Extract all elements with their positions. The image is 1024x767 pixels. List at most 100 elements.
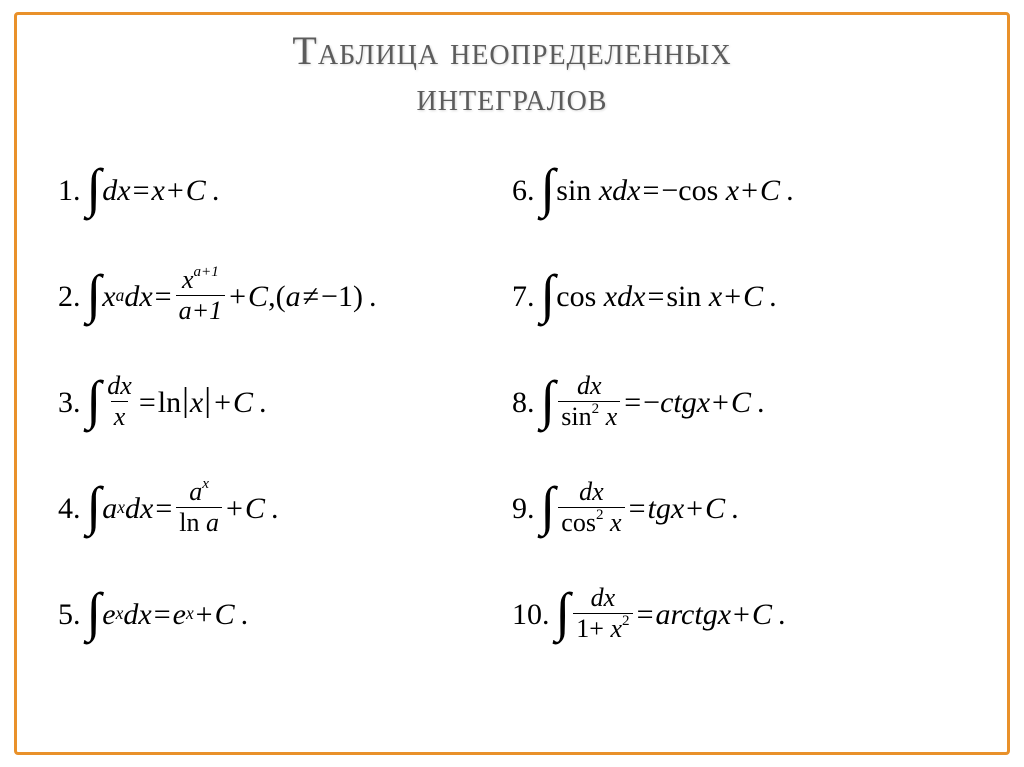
equals: = bbox=[642, 174, 659, 208]
equals: = bbox=[155, 492, 172, 526]
equals: = bbox=[154, 598, 171, 632]
tgx: tgx bbox=[647, 492, 684, 526]
right-column: 6. ∫ sin xdx = − cos x + C . 7. ∫ cos xd… bbox=[512, 138, 966, 668]
period: . bbox=[786, 174, 794, 208]
denominator: x bbox=[111, 401, 129, 430]
integral-sign: ∫ bbox=[541, 263, 556, 325]
base-e: e bbox=[102, 598, 115, 632]
formula-2: 2. ∫ xa dx = xa+1 a+1 + C, (a ≠ −1) . bbox=[58, 244, 512, 350]
plus: + bbox=[712, 386, 729, 420]
fraction: ax ln a bbox=[176, 479, 222, 536]
numerator: dx bbox=[104, 373, 135, 401]
fraction: dx cos2 x bbox=[558, 479, 624, 536]
cos: cos bbox=[678, 174, 718, 208]
plus: + bbox=[196, 598, 213, 632]
plus: + bbox=[167, 174, 184, 208]
denominator: sin2 x bbox=[558, 401, 620, 430]
formula-3: 3. ∫ dx x = ln|x| + C . bbox=[58, 350, 512, 456]
minus-one: −1 bbox=[321, 280, 353, 314]
const-c: C bbox=[760, 174, 780, 208]
formula-5: 5. ∫ ex dx = ex + C . bbox=[58, 562, 512, 668]
integral-sign: ∫ bbox=[87, 157, 102, 219]
formula-9: 9. ∫ dx cos2 x = tgx + C . bbox=[512, 456, 966, 562]
period: . bbox=[369, 280, 377, 314]
minus: − bbox=[643, 386, 660, 420]
const-c: C bbox=[731, 386, 751, 420]
numerator: dx bbox=[588, 585, 619, 613]
abs-bar: | bbox=[182, 382, 189, 420]
fraction: dx x bbox=[104, 373, 135, 430]
numerator: ax bbox=[186, 479, 212, 507]
const-c: C bbox=[248, 280, 268, 314]
xdx: xdx bbox=[604, 280, 646, 314]
equals: = bbox=[139, 386, 156, 420]
lparen: ( bbox=[276, 280, 286, 314]
formula-number: 9. bbox=[512, 492, 535, 526]
exp-x: x bbox=[186, 603, 194, 624]
period: . bbox=[778, 598, 786, 632]
formula-number: 2. bbox=[58, 280, 81, 314]
formula-number: 7. bbox=[512, 280, 535, 314]
dx: dx bbox=[124, 280, 152, 314]
neq: ≠ bbox=[303, 280, 319, 314]
xdx: xdx bbox=[599, 174, 641, 208]
denominator: 1+ x2 bbox=[573, 613, 632, 642]
integral-sign: ∫ bbox=[556, 581, 571, 643]
const-c: C bbox=[215, 598, 235, 632]
const-c: C bbox=[705, 492, 725, 526]
period: . bbox=[212, 174, 220, 208]
left-column: 1. ∫ dx = x + C . 2. ∫ xa dx = xa+1 a+1 … bbox=[58, 138, 512, 668]
formula-8: 8. ∫ dx sin2 x = −ctgx + C . bbox=[512, 350, 966, 456]
formula-7: 7. ∫ cos xdx = sin x + C . bbox=[512, 244, 966, 350]
integral-sign: ∫ bbox=[541, 157, 556, 219]
numerator: dx bbox=[574, 373, 605, 401]
exp-a: a bbox=[116, 285, 125, 306]
ln: ln bbox=[158, 386, 181, 420]
plus: + bbox=[733, 598, 750, 632]
integral-sign: ∫ bbox=[87, 475, 102, 537]
numerator: xa+1 bbox=[179, 267, 222, 295]
formula-number: 6. bbox=[512, 174, 535, 208]
formula-6: 6. ∫ sin xdx = − cos x + C . bbox=[512, 138, 966, 244]
formula-number: 1. bbox=[58, 174, 81, 208]
fraction: xa+1 a+1 bbox=[176, 267, 226, 324]
formula-columns: 1. ∫ dx = x + C . 2. ∫ xa dx = xa+1 a+1 … bbox=[40, 138, 984, 668]
equals: = bbox=[629, 492, 646, 526]
period: . bbox=[757, 386, 765, 420]
sin: sin bbox=[556, 174, 591, 208]
period: . bbox=[731, 492, 739, 526]
base-a: a bbox=[102, 492, 117, 526]
equals: = bbox=[637, 598, 654, 632]
base-e: e bbox=[173, 598, 186, 632]
exp-x: x bbox=[117, 497, 125, 518]
const-c: C bbox=[245, 492, 265, 526]
integral-sign: ∫ bbox=[87, 369, 102, 431]
var-x: x bbox=[102, 280, 115, 314]
formula-number: 5. bbox=[58, 598, 81, 632]
dx: dx bbox=[123, 598, 151, 632]
period: . bbox=[769, 280, 777, 314]
fraction: dx sin2 x bbox=[558, 373, 620, 430]
dx: dx bbox=[125, 492, 153, 526]
minus: − bbox=[661, 174, 678, 208]
formula-number: 3. bbox=[58, 386, 81, 420]
denominator: a+1 bbox=[176, 295, 226, 324]
const-c: C bbox=[186, 174, 206, 208]
period: . bbox=[259, 386, 267, 420]
slide-content: Таблица неопределенных интегралов 1. ∫ d… bbox=[40, 28, 984, 739]
cos: cos bbox=[556, 280, 596, 314]
plus: + bbox=[741, 174, 758, 208]
fraction: dx 1+ x2 bbox=[573, 585, 632, 642]
formula-4: 4. ∫ ax dx = ax ln a + C . bbox=[58, 456, 512, 562]
equals: = bbox=[155, 280, 172, 314]
integral-sign: ∫ bbox=[541, 475, 556, 537]
integral-sign: ∫ bbox=[541, 369, 556, 431]
integrand: dx bbox=[102, 174, 130, 208]
period: . bbox=[271, 492, 279, 526]
integral-sign: ∫ bbox=[87, 581, 102, 643]
const-c: C bbox=[233, 386, 253, 420]
formula-number: 4. bbox=[58, 492, 81, 526]
plus: + bbox=[226, 492, 243, 526]
arctgx: arctgx bbox=[655, 598, 731, 632]
equals: = bbox=[624, 386, 641, 420]
